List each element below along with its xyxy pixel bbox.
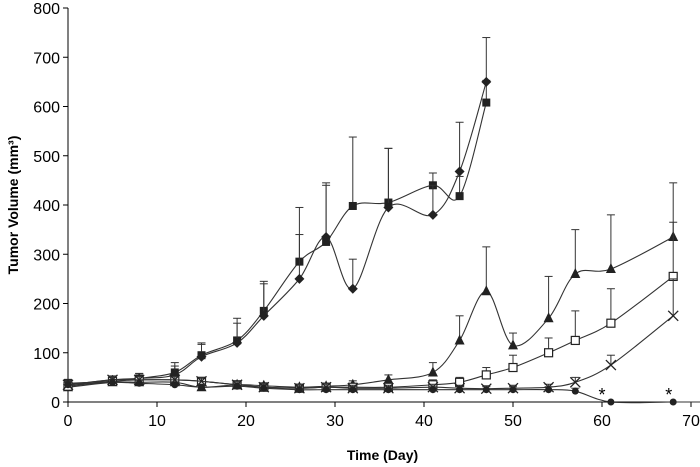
series-line — [67, 381, 700, 404]
x-tick-label: 60 — [593, 413, 611, 430]
data-point — [427, 209, 438, 220]
data-point — [260, 384, 268, 392]
data-point — [669, 398, 677, 406]
data-point — [109, 378, 116, 386]
data-point — [607, 398, 615, 406]
data-point — [454, 334, 465, 345]
data-point — [348, 201, 357, 210]
series-filled-circle — [64, 378, 700, 406]
y-tick-label: 300 — [33, 247, 60, 264]
data-point — [570, 267, 581, 278]
data-point — [508, 339, 518, 350]
data-point — [454, 166, 465, 177]
data-point — [482, 386, 490, 394]
data-point — [569, 376, 581, 388]
data-point — [605, 359, 617, 371]
x-tick-label: 20 — [237, 413, 255, 430]
data-point — [349, 386, 357, 394]
data-point — [384, 386, 392, 394]
series-line — [67, 102, 487, 384]
data-point — [667, 310, 679, 322]
data-point — [258, 310, 269, 321]
data-point — [509, 386, 517, 394]
annotation-asterisk: * — [598, 385, 605, 405]
y-tick-label: 800 — [33, 1, 60, 18]
x-tick-label: 70 — [682, 413, 700, 430]
series-filled-triangle — [63, 182, 679, 392]
data-point — [383, 202, 394, 213]
data-point — [481, 285, 492, 296]
x-tick-label: 30 — [326, 413, 344, 430]
data-point — [383, 373, 394, 384]
series-line — [67, 236, 674, 388]
data-point — [295, 386, 303, 394]
y-tick-label: 600 — [33, 100, 60, 117]
y-tick-label: 400 — [33, 198, 60, 215]
data-point — [455, 192, 464, 201]
data-point — [571, 387, 579, 395]
x-tick-label: 0 — [64, 413, 73, 430]
data-point — [64, 381, 72, 389]
data-point — [171, 381, 179, 389]
series-line — [67, 275, 674, 389]
data-point — [427, 366, 438, 377]
y-axis-title: Tumor Volume (mm³) — [5, 136, 21, 275]
data-point — [233, 382, 241, 390]
labels: Time (Day) Tumor Volume (mm³) — [5, 136, 418, 463]
data-point — [347, 283, 358, 294]
data-point — [198, 383, 205, 391]
data-point — [169, 374, 181, 386]
x-axis-title: Time (Day) — [347, 447, 418, 463]
y-tick-label: 500 — [33, 149, 60, 166]
data-point — [508, 362, 518, 373]
data-point — [196, 351, 207, 362]
data-point — [543, 312, 554, 323]
data-point — [482, 98, 491, 107]
data-point — [543, 348, 554, 358]
data-point — [606, 318, 616, 328]
series-filled-square — [64, 79, 491, 388]
data-point — [605, 263, 616, 274]
series-filled-diamond — [63, 37, 492, 390]
x-tick-label: 10 — [148, 413, 166, 430]
annotation-asterisk: * — [665, 385, 672, 405]
data-point — [456, 386, 464, 394]
series-layer: * * — [62, 37, 700, 406]
y-tick-label: 0 — [51, 395, 60, 412]
data-point — [294, 273, 305, 284]
x-tick-label: 50 — [504, 413, 522, 430]
data-point — [135, 379, 143, 387]
data-point — [322, 386, 330, 394]
data-point — [545, 386, 553, 394]
data-point — [481, 76, 492, 87]
x-tick-label: 40 — [415, 413, 433, 430]
data-point — [481, 370, 491, 380]
y-tick-label: 700 — [33, 50, 60, 67]
series-line — [67, 81, 487, 386]
data-point — [321, 232, 332, 243]
axes: 0 100 200 300 400 500 600 700 800 0 10 20 30 40 50 60 70… — [33, 1, 700, 430]
data-point — [429, 386, 437, 394]
data-point — [570, 335, 580, 346]
y-tick-label: 100 — [33, 346, 60, 363]
y-tick-label: 200 — [33, 297, 60, 314]
data-point — [232, 337, 243, 348]
